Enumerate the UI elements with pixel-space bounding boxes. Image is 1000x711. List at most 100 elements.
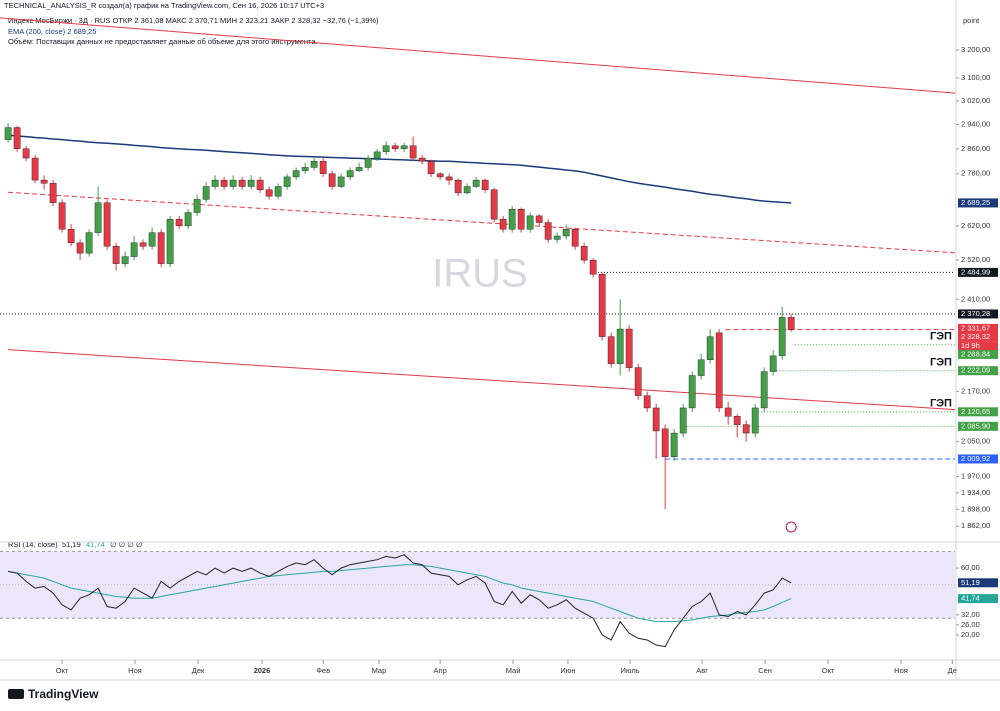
candle [373, 148, 381, 162]
gap-annotation: ГЭП [930, 357, 952, 369]
y-tick-label: 2 860,00 [961, 144, 990, 153]
candle [103, 199, 111, 250]
rsi-ma-line [8, 564, 792, 623]
candle [508, 205, 516, 233]
candle-body [778, 317, 786, 357]
countdown: 1d 9h [961, 341, 980, 350]
y-tick-label: 3 020,00 [961, 96, 990, 105]
x-tick-label: Ноя [894, 666, 908, 675]
candle [670, 428, 678, 462]
candle [409, 136, 417, 162]
candle [760, 367, 768, 413]
candle [319, 158, 327, 177]
candle-body [598, 273, 606, 337]
candle [625, 325, 633, 372]
candle [292, 167, 300, 181]
candle [211, 175, 219, 190]
x-tick-label: Июн [560, 666, 575, 675]
candle-body [706, 336, 714, 360]
candle [526, 212, 534, 233]
y-tick-label: 2 940,00 [961, 120, 990, 129]
price-label-box [958, 407, 998, 417]
candle [598, 272, 606, 341]
rsi-legend: RSI (14, close) [8, 540, 58, 549]
candle [238, 176, 246, 190]
price-label-box [958, 323, 998, 333]
candle [355, 162, 363, 173]
candle-body [337, 176, 345, 187]
candle-body [760, 371, 768, 409]
candle [94, 186, 102, 237]
legend: Индекс МосБиржи · 3Д · RUS ОТКР 2 361,08… [8, 16, 379, 25]
candle-body [247, 179, 255, 187]
candle [247, 175, 255, 190]
candle-body [652, 407, 660, 432]
candle [724, 401, 732, 425]
x-tick-label: 2026 [254, 666, 271, 675]
candle-body [319, 160, 327, 174]
candle [184, 209, 192, 230]
x-tick-label: Де [948, 666, 957, 675]
y-tick-label: 1 934,00 [961, 488, 990, 497]
candle-body [4, 127, 12, 140]
candle [580, 242, 588, 264]
rsi-y-tick-label: 60,00 [961, 563, 980, 572]
candle [301, 162, 309, 174]
candle-body [427, 160, 435, 174]
candle-body [346, 170, 354, 178]
candle [490, 188, 498, 223]
candle [643, 391, 651, 413]
candle-body [580, 246, 588, 261]
candle-body [175, 218, 183, 227]
rsi-label: 51,19 [961, 578, 980, 587]
x-tick-label: Апр [434, 666, 447, 675]
candle-body [751, 407, 759, 434]
x-tick-label: Дек [192, 666, 205, 675]
candle-body [715, 332, 723, 409]
candle-body [328, 173, 336, 187]
candle-body [85, 232, 93, 254]
candle [22, 145, 30, 162]
y-tick-label: 2 620,00 [961, 221, 990, 230]
candle-body [49, 183, 57, 203]
candle-body [409, 145, 417, 159]
candle [589, 258, 597, 278]
rsi-y-tick-label: 32,00 [961, 610, 980, 619]
price-label: 2 328,32 [961, 332, 990, 341]
trend-line [0, 17, 956, 94]
candle-body [625, 328, 633, 368]
candle [769, 350, 777, 376]
trend-line [8, 191, 956, 254]
candle-body [562, 229, 570, 237]
y-tick-label: 2 520,00 [961, 255, 990, 264]
candle-body [688, 375, 696, 409]
candle-body [193, 199, 201, 213]
logo: TradingView [8, 687, 99, 701]
replay-icon [785, 521, 797, 533]
candle-body [67, 229, 75, 244]
candle-body [40, 179, 48, 184]
candle-body [202, 186, 210, 200]
candle-body [112, 246, 120, 264]
candle [715, 329, 723, 413]
candle-body [535, 215, 543, 223]
candle-body [733, 416, 741, 425]
x-tick-label: Окт [822, 666, 835, 675]
candle [310, 156, 318, 171]
candle-body [481, 179, 489, 190]
candle [688, 371, 696, 413]
rsi-y-tick-label: 20,00 [961, 630, 980, 639]
candle [445, 173, 453, 185]
candle-body [355, 167, 363, 171]
volume-note: Объём: Поставщик данных не предоставляет… [8, 37, 318, 46]
candle-body [166, 218, 174, 264]
candle [382, 141, 390, 155]
candle-body [553, 235, 561, 240]
price-label: 2 689,25 [961, 198, 990, 207]
y-tick-label: 1 898,00 [961, 504, 990, 513]
candle [436, 172, 444, 181]
candle-body [13, 127, 21, 149]
candle [418, 154, 426, 165]
candle-body [58, 202, 66, 230]
countdown-box [958, 341, 998, 351]
